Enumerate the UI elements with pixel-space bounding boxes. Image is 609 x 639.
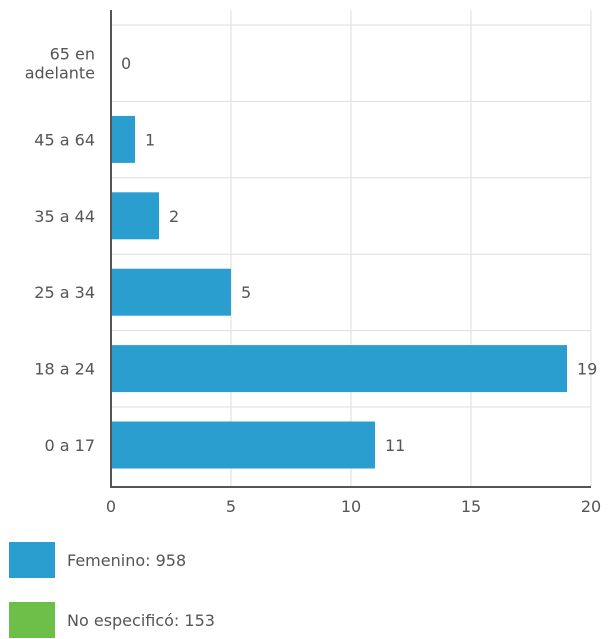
legend-item-femenino: Femenino: 958 [9, 542, 409, 578]
value-label-3: 5 [241, 283, 251, 302]
axes [110, 10, 591, 488]
bar-3 [111, 268, 231, 316]
legend-swatch-no-especifico [9, 602, 55, 638]
gridlines [111, 10, 592, 488]
x-tick-label-15: 15 [461, 497, 481, 516]
value-label-5: 11 [385, 436, 405, 455]
bar-2 [111, 192, 159, 240]
category-label-2: 35 a 44 [34, 207, 95, 226]
value-label-1: 1 [145, 130, 155, 149]
category-label-line: 65 en [50, 45, 95, 64]
value-label-0: 0 [121, 54, 131, 73]
category-label-5: 0 a 17 [44, 436, 95, 455]
bar-4 [111, 345, 567, 393]
x-tick-label-5: 5 [226, 497, 236, 516]
bars [111, 115, 567, 469]
category-label-line: 35 a 44 [34, 207, 95, 226]
category-label-line: adelante [25, 64, 95, 83]
value-label-4: 19 [577, 360, 597, 379]
category-label-line: 0 a 17 [44, 436, 95, 455]
bar-5 [111, 421, 375, 469]
x-tick-label-0: 0 [106, 497, 116, 516]
legend-item-no-especifico: No especificó: 153 [9, 602, 409, 638]
bar-1 [111, 115, 135, 163]
x-tick-label-10: 10 [341, 497, 361, 516]
legend: Femenino: 958 No especificó: 153 [9, 542, 409, 639]
category-label-4: 18 a 24 [34, 360, 95, 379]
labels: 0 5 10 15 20 0 65 en adelante 1 45 a 64 2 35 a 44 5 2… [25, 45, 601, 517]
category-label-0: 65 en adelante [25, 45, 95, 83]
category-label-line: 25 a 34 [34, 283, 95, 302]
category-label-line: 45 a 64 [34, 130, 95, 149]
category-label-line: 18 a 24 [34, 360, 95, 379]
legend-label-no-especifico: No especificó: 153 [67, 610, 215, 630]
value-label-2: 2 [169, 207, 179, 226]
category-label-1: 45 a 64 [34, 130, 95, 149]
legend-swatch-femenino [9, 542, 55, 578]
legend-label-femenino: Femenino: 958 [67, 550, 187, 570]
category-label-3: 25 a 34 [34, 283, 95, 302]
x-tick-label-20: 20 [581, 497, 601, 516]
